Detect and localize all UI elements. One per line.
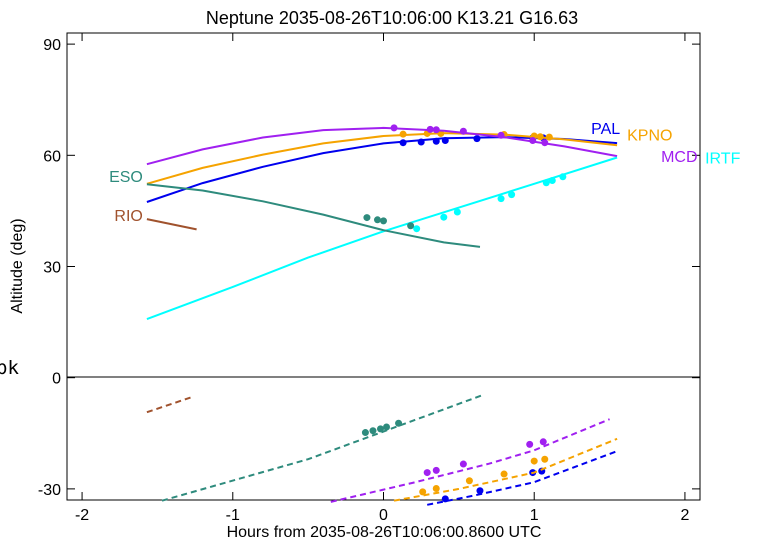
pal-altitude-marker bbox=[417, 138, 425, 146]
mcd-lower-line bbox=[330, 418, 610, 503]
y-tick-label: -30 bbox=[38, 482, 61, 499]
mcd-altitude-marker bbox=[432, 126, 440, 134]
x-tick-label: 2 bbox=[680, 507, 689, 524]
mcd-altitude-marker bbox=[541, 139, 549, 147]
x-tick-label: 0 bbox=[379, 507, 388, 524]
kpno-altitude-marker bbox=[536, 133, 544, 141]
irtf-altitude-marker bbox=[440, 213, 448, 221]
mcd-lower-marker bbox=[423, 469, 431, 477]
pal-altitude-marker bbox=[399, 139, 407, 147]
y-tick-label: 0 bbox=[52, 371, 61, 388]
mcd-altitude-line bbox=[146, 126, 618, 166]
kpno-lower-marker bbox=[465, 477, 473, 485]
mcd-altitude-marker bbox=[390, 124, 398, 132]
series-kpno: KPNO bbox=[146, 127, 672, 502]
mcd-lower-marker bbox=[432, 466, 440, 474]
rio-altitude-line bbox=[146, 218, 197, 231]
y-axis-title: Altitude (deg) bbox=[9, 218, 26, 313]
eso-altitude-line bbox=[146, 183, 481, 248]
irtf-altitude-marker bbox=[542, 179, 550, 187]
pal-label: PAL bbox=[591, 121, 620, 138]
pal-altitude-marker bbox=[432, 137, 440, 145]
series-irtf: IRTF bbox=[146, 151, 741, 321]
kpno-lower-marker bbox=[432, 485, 440, 493]
series-mcd: MCD bbox=[146, 124, 698, 503]
pal-altitude-marker bbox=[473, 135, 481, 143]
eso-lower-marker bbox=[383, 423, 391, 431]
y-tick-label: 90 bbox=[43, 37, 61, 54]
rio-lower-line bbox=[146, 396, 193, 414]
eso-altitude-marker bbox=[363, 214, 371, 222]
pal-lower-line bbox=[427, 450, 618, 506]
pal-lower-marker bbox=[476, 487, 484, 495]
kpno-label: KPNO bbox=[627, 127, 672, 144]
mcd-label: MCD bbox=[661, 149, 697, 166]
eso-lower-marker bbox=[395, 419, 403, 427]
kpno-lower-marker bbox=[530, 457, 538, 465]
eso-lower-line bbox=[161, 394, 482, 502]
irtf-label: IRTF bbox=[705, 151, 740, 168]
stray-text: pk bbox=[0, 357, 19, 379]
x-tick-label: -1 bbox=[226, 507, 240, 524]
rio-label: RIO bbox=[114, 208, 142, 225]
pal-altitude-marker bbox=[441, 136, 449, 144]
irtf-altitude-marker bbox=[508, 191, 516, 199]
pal-lower-marker bbox=[441, 495, 449, 503]
kpno-lower-marker bbox=[541, 455, 549, 463]
mcd-altitude-marker bbox=[459, 127, 467, 135]
x-tick-label: 1 bbox=[530, 507, 539, 524]
irtf-altitude-marker bbox=[453, 208, 461, 216]
eso-altitude-marker bbox=[407, 222, 415, 230]
series-eso: ESO bbox=[109, 169, 482, 502]
irtf-altitude-marker bbox=[497, 195, 505, 203]
irtf-altitude-marker bbox=[548, 177, 556, 185]
kpno-altitude-marker bbox=[545, 133, 553, 141]
eso-altitude-marker bbox=[373, 216, 381, 224]
x-axis-title: Hours from 2035-08-26T10:06:00.8600 UTC bbox=[227, 524, 542, 541]
irtf-altitude-line bbox=[146, 156, 618, 321]
chart-title: Neptune 2035-08-26T10:06:00 K13.21 G16.6… bbox=[206, 8, 578, 28]
eso-altitude-marker bbox=[380, 217, 387, 225]
eso-label: ESO bbox=[109, 169, 143, 186]
y-tick-label: 60 bbox=[43, 148, 61, 165]
y-tick-label: 30 bbox=[43, 260, 61, 277]
irtf-altitude-marker bbox=[413, 225, 421, 233]
eso-lower-marker bbox=[376, 425, 384, 433]
x-tick-label: -2 bbox=[75, 507, 89, 524]
eso-lower-marker bbox=[361, 429, 369, 437]
kpno-lower-marker bbox=[419, 488, 427, 496]
mcd-lower-marker bbox=[539, 438, 547, 446]
kpno-lower-line bbox=[393, 437, 618, 502]
series-rio: RIO bbox=[114, 208, 197, 414]
mcd-lower-marker bbox=[526, 440, 534, 448]
mcd-altitude-marker bbox=[529, 136, 537, 144]
kpno-altitude-line bbox=[146, 132, 618, 185]
irtf-altitude-marker bbox=[559, 173, 567, 181]
mcd-altitude-marker bbox=[497, 131, 505, 139]
series-layer: PAL KPNO MCD IRTF ESO RIO bbox=[109, 121, 741, 506]
mcd-lower-marker bbox=[459, 460, 467, 468]
mcd-altitude-marker bbox=[426, 125, 434, 133]
eso-lower-marker bbox=[369, 427, 377, 435]
axis-ticks: -2 -1 0 1 2 90 60 30 0 -30 bbox=[38, 33, 700, 524]
kpno-altitude-marker bbox=[399, 130, 407, 138]
kpno-lower-marker bbox=[500, 470, 508, 478]
